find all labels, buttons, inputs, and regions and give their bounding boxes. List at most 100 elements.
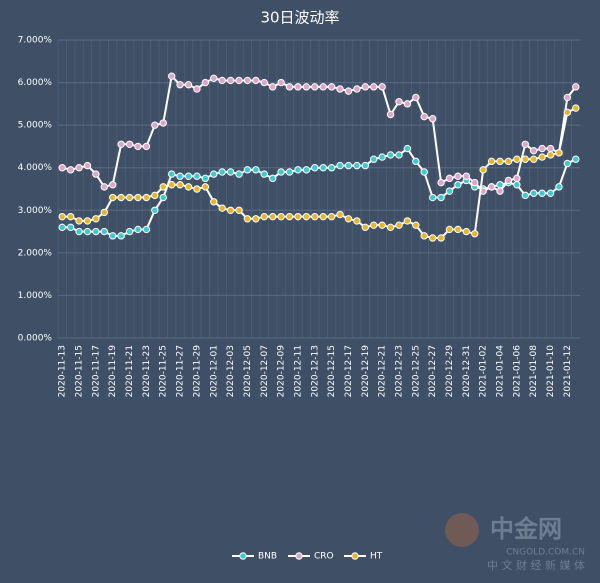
point <box>445 225 454 234</box>
point <box>327 164 336 172</box>
point <box>167 181 176 189</box>
legend-label: HT <box>370 552 383 562</box>
point <box>496 187 504 195</box>
point <box>538 189 546 197</box>
point <box>184 81 193 89</box>
point <box>151 206 159 214</box>
point <box>521 140 529 149</box>
point <box>572 104 580 112</box>
point <box>487 183 496 191</box>
point <box>353 161 361 170</box>
point <box>546 144 555 153</box>
x-tick-label: 2021-01-04 <box>496 345 506 398</box>
x-tick-label: 2020-12-27 <box>428 345 438 397</box>
point <box>403 144 412 153</box>
x-tick-label: 2020-11-15 <box>75 345 85 397</box>
point <box>327 212 336 221</box>
point <box>361 223 370 232</box>
point <box>252 166 260 174</box>
legend-marker <box>351 552 359 560</box>
x-tick-label: 2020-12-17 <box>344 345 354 397</box>
point <box>109 193 117 202</box>
point <box>277 212 285 221</box>
point <box>142 193 151 202</box>
point <box>252 76 260 85</box>
point <box>285 83 294 91</box>
y-tick-label: 0.000% <box>18 334 53 344</box>
x-tick-label: 2020-11-23 <box>142 345 152 397</box>
point <box>226 76 235 85</box>
point <box>218 76 226 85</box>
point <box>268 83 277 91</box>
y-tick-label: 7.000% <box>18 36 53 46</box>
point <box>218 204 226 212</box>
point <box>285 168 294 176</box>
point <box>445 174 454 183</box>
watermark-name: 中金网 <box>490 515 562 543</box>
point <box>83 227 92 236</box>
point <box>58 212 66 221</box>
point <box>294 83 302 91</box>
point <box>142 142 151 151</box>
point <box>66 212 75 221</box>
legend-label: CRO <box>314 552 334 562</box>
point <box>504 176 513 185</box>
point <box>319 212 327 221</box>
point <box>176 172 184 180</box>
point <box>277 168 285 176</box>
point <box>370 221 378 229</box>
point <box>100 227 109 236</box>
point <box>344 87 353 95</box>
point <box>294 166 302 174</box>
point <box>151 191 159 200</box>
point <box>109 232 117 240</box>
x-tick-label: 2020-12-13 <box>310 345 320 397</box>
point <box>167 72 176 80</box>
point <box>462 172 471 180</box>
point <box>437 193 445 202</box>
point <box>75 164 83 172</box>
point <box>134 193 142 202</box>
x-tick-label: 2020-12-01 <box>209 345 219 397</box>
watermark-site: CNGOLD.COM.CN <box>506 548 585 558</box>
point <box>319 164 327 172</box>
point <box>370 83 378 91</box>
point <box>529 146 538 155</box>
point <box>538 153 546 161</box>
point <box>159 183 167 191</box>
point <box>546 189 555 197</box>
x-tick-label: 2020-11-19 <box>108 345 118 398</box>
y-tick-label: 2.000% <box>18 248 53 258</box>
point <box>201 78 210 87</box>
point <box>353 217 361 225</box>
point <box>529 189 538 197</box>
point <box>100 208 109 217</box>
point <box>218 168 226 176</box>
point <box>243 215 252 223</box>
point <box>193 172 201 180</box>
point <box>311 212 319 221</box>
point <box>327 83 336 91</box>
point <box>109 181 117 189</box>
x-tick-label: 2021-01-08 <box>529 345 539 398</box>
point <box>302 83 311 91</box>
point <box>344 161 353 170</box>
watermark-slogan: 中 文 财 经 新 媒 体 <box>487 558 585 572</box>
x-tick-label: 2020-12-03 <box>226 345 236 397</box>
point <box>420 112 428 121</box>
x-tick-label: 2020-12-09 <box>277 345 287 398</box>
x-tick-label: 2020-11-13 <box>58 345 68 397</box>
point <box>210 198 218 206</box>
point <box>572 83 580 91</box>
point <box>563 108 572 117</box>
point <box>437 178 445 187</box>
point <box>454 181 462 189</box>
point <box>260 170 268 178</box>
x-tick-label: 2020-12-05 <box>243 345 253 397</box>
point <box>428 115 437 123</box>
point <box>235 170 243 178</box>
point <box>176 81 184 89</box>
point <box>454 225 462 234</box>
